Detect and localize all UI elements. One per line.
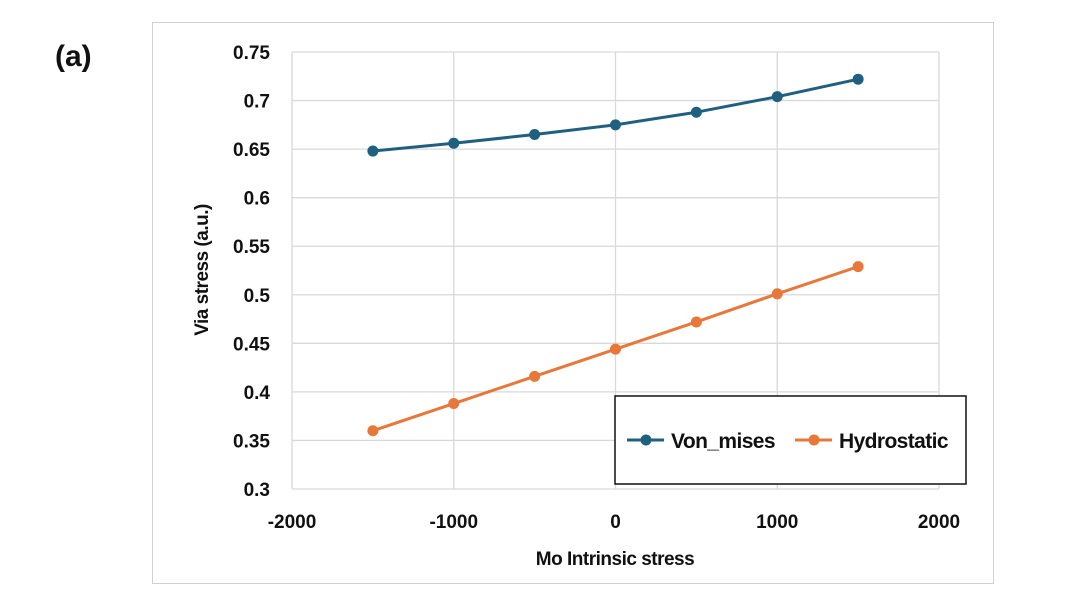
legend: Von_mises Hydrostatic <box>614 395 967 485</box>
y-tick-label: 0.7 <box>244 92 270 113</box>
series-von-mises <box>367 73 864 157</box>
data-point-von-mises <box>852 73 864 85</box>
legend-marker-hydrostatic <box>808 434 820 446</box>
legend-item-hydrostatic: Hydrostatic <box>795 430 949 453</box>
y-tick-label: 0.35 <box>233 431 270 452</box>
legend-marker-von-mises <box>640 434 652 446</box>
x-tick-label: 0 <box>610 512 621 533</box>
data-point-von-mises <box>610 119 621 131</box>
data-point-hydrostatic <box>771 288 783 300</box>
data-point-hydrostatic <box>448 398 460 410</box>
data-point-von-mises <box>771 91 783 103</box>
series-group <box>367 73 864 437</box>
chart-frame <box>152 22 994 584</box>
y-tick-label: 0.55 <box>233 237 270 258</box>
data-point-hydrostatic <box>610 343 621 355</box>
data-point-hydrostatic <box>529 370 541 382</box>
y-tick-label: 0.45 <box>233 334 270 355</box>
y-tick-label: 0.75 <box>233 43 270 64</box>
tick-labels: 0.3 0.35 0.4 0.45 0.5 0.55 0.6 0.65 0.7 0.75 -2000… <box>233 43 960 533</box>
data-point-hydrostatic <box>852 261 864 273</box>
data-point-von-mises <box>448 137 460 149</box>
y-tick-label: 0.65 <box>233 140 270 161</box>
y-tick-label: 0.6 <box>244 189 270 210</box>
x-tick-label: 2000 <box>918 512 960 533</box>
data-point-hydrostatic <box>690 316 702 328</box>
y-tick-label: 0.4 <box>244 383 271 404</box>
legend-label-von-mises: Von_mises <box>671 430 775 453</box>
gridlines <box>291 51 940 490</box>
x-axis-title: Mo Intrinsic stress <box>536 549 694 570</box>
panel-label: (a) <box>55 40 92 73</box>
data-point-von-mises <box>690 106 702 118</box>
data-point-von-mises <box>367 145 379 157</box>
legend-item-von-mises: Von_mises <box>627 430 776 453</box>
x-tick-label: 1000 <box>756 512 798 533</box>
y-tick-label: 0.3 <box>244 480 270 501</box>
legend-label-hydrostatic: Hydrostatic <box>839 430 949 453</box>
series-hydrostatic <box>367 261 864 437</box>
x-tick-label: -1000 <box>429 512 478 533</box>
data-point-hydrostatic <box>367 425 379 437</box>
x-tick-label: -2000 <box>268 512 317 533</box>
y-tick-label: 0.5 <box>244 286 271 307</box>
data-point-von-mises <box>529 129 541 141</box>
y-axis-title: Via stress (a.u.) <box>192 204 213 336</box>
legend-box <box>614 395 967 485</box>
